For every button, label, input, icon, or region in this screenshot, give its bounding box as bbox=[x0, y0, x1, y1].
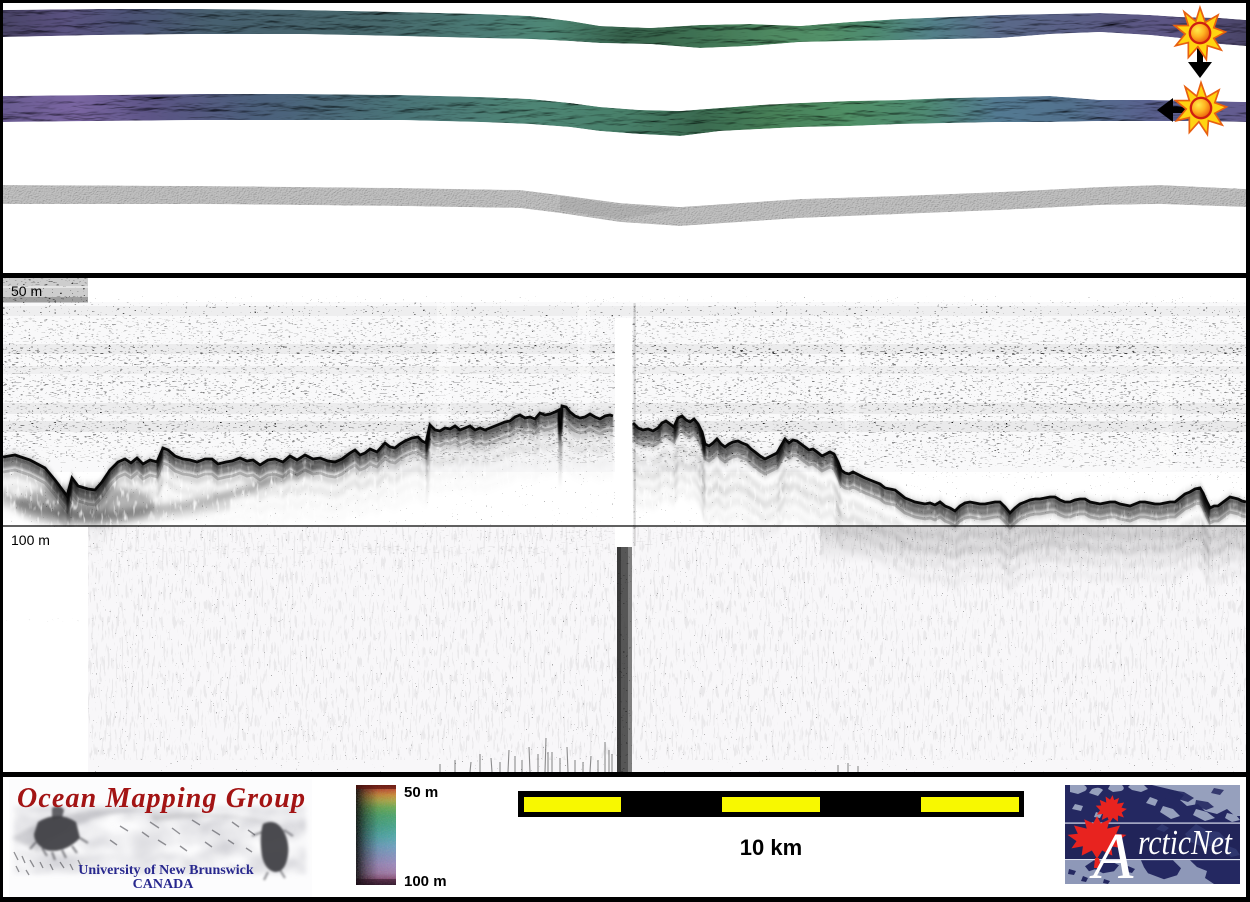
svg-text:Ocean Mapping Group: Ocean Mapping Group bbox=[17, 783, 305, 814]
svg-text:CANADA: CANADA bbox=[133, 877, 195, 892]
svg-text:100 m: 100 m bbox=[404, 873, 447, 890]
svg-text:50 m: 50 m bbox=[11, 283, 42, 299]
svg-text:100 m: 100 m bbox=[11, 532, 50, 548]
svg-text:10 km: 10 km bbox=[740, 835, 802, 860]
svg-text:rcticNet: rcticNet bbox=[1138, 823, 1233, 862]
svg-text:50 m: 50 m bbox=[404, 784, 438, 801]
svg-text:University of New Brunswick: University of New Brunswick bbox=[78, 863, 254, 878]
svg-text:A: A bbox=[1089, 820, 1134, 893]
